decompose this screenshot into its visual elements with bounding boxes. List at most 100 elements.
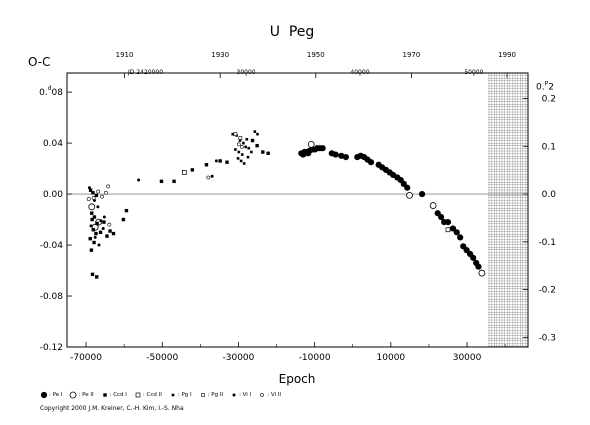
legend-label: : Pg II [207, 392, 224, 398]
plot-frame [66, 72, 529, 348]
data-point [98, 230, 103, 235]
series-pe-i [298, 145, 482, 270]
data-point [231, 132, 235, 136]
right-tick-label: -0.3 [538, 333, 556, 343]
data-point [88, 203, 96, 211]
data-point [247, 146, 251, 150]
data-point [190, 168, 195, 172]
data-point [106, 184, 111, 189]
data-point [449, 225, 457, 232]
data-point [236, 142, 241, 147]
data-point [250, 150, 253, 154]
legend-symbol [232, 393, 236, 397]
data-point [95, 221, 99, 226]
data-point [438, 213, 445, 221]
data-point [103, 190, 108, 195]
data-point [237, 150, 241, 154]
data-point [457, 234, 464, 241]
data-point [406, 191, 413, 199]
data-point [475, 263, 482, 270]
data-point [242, 141, 245, 145]
data-point [445, 227, 451, 233]
data-point [102, 215, 106, 219]
data-point [453, 229, 460, 236]
legend-symbol [171, 393, 175, 397]
data-point [478, 269, 486, 277]
data-point [89, 248, 94, 252]
data-point [233, 132, 238, 136]
legend-symbol [102, 393, 107, 397]
data-point [93, 235, 97, 239]
data-point [124, 208, 129, 213]
data-point [90, 272, 95, 277]
data-point [238, 139, 242, 142]
oc-diagram: U Peg O-C Epoch JD 2420000 -70000 -50000-… [28, 24, 557, 386]
data-point [210, 174, 214, 178]
copyright-text: Copyright 2000 J.M. Kreiner, C.-H. Kim, … [40, 405, 184, 412]
x-tick-label: 30000 [453, 353, 482, 363]
x-tick-label: -50000 [146, 353, 178, 363]
right-tick-label: -0.1 [538, 238, 556, 248]
legend-item: : Vi I [230, 391, 251, 399]
data-point [245, 137, 249, 141]
x-tick-label: -30000 [223, 353, 255, 363]
legend-label: : Ccd I [109, 392, 127, 398]
data-point [300, 151, 307, 158]
data-point [159, 179, 164, 184]
legend-item: : Pe I [40, 391, 62, 399]
data-point [102, 220, 106, 224]
x-tick-label: 10000 [377, 353, 406, 363]
top-year-label: 1990 [498, 51, 516, 59]
x-tick-label: -70000 [70, 353, 102, 363]
data-point [244, 145, 247, 149]
data-point [94, 193, 99, 198]
top-year-label: 1910 [116, 51, 134, 59]
data-point [96, 205, 100, 209]
legend-symbol [260, 393, 265, 397]
legend-marker [171, 393, 175, 397]
data-point [242, 162, 246, 165]
data-point [238, 136, 243, 140]
legend-symbol [70, 391, 77, 399]
data-point [307, 140, 315, 148]
legend-marker [260, 393, 265, 397]
data-point [239, 159, 243, 163]
legend-marker [200, 393, 205, 397]
data-point [121, 217, 126, 222]
y-tick-label: -0.08 [40, 292, 64, 302]
data-point [105, 234, 109, 238]
legend-label: : Ccd II [142, 392, 162, 398]
data-point [94, 231, 98, 236]
data-point [100, 194, 104, 199]
data-point [96, 189, 101, 194]
series-ccd-ii [181, 170, 451, 233]
data-point [404, 184, 411, 191]
top-jd-label: 30000 [237, 69, 256, 76]
series-ccd-i [88, 138, 270, 279]
data-point [90, 217, 94, 222]
y-tick-label: 0.04 [43, 139, 63, 149]
data-point [97, 243, 101, 247]
legend-symbol [135, 392, 141, 398]
legend-marker [135, 392, 141, 398]
data-point [255, 143, 259, 148]
right-scale-top-label: 0.P2 [536, 81, 554, 93]
chart-title: U Peg [270, 24, 315, 40]
data-point [429, 202, 437, 209]
legend-item: : Ccd II [134, 391, 162, 399]
data-point [218, 159, 222, 163]
y-tick-label: -0.12 [40, 343, 63, 353]
top-year-label: 1930 [211, 51, 229, 59]
legend-item: : Vi II [258, 391, 281, 399]
data-point [236, 157, 240, 160]
legend: : Pe I: Pe II: Ccd I: Ccd II: Pg I: Pg I… [40, 390, 380, 400]
right-tick-label: 0.1 [542, 142, 556, 152]
legend-label: : Pg I [177, 392, 192, 398]
data-point [137, 178, 141, 182]
right-tick-label: 0.0 [542, 190, 557, 200]
data-point [239, 145, 244, 149]
data-point [253, 130, 257, 133]
top-year-label: 1970 [403, 51, 421, 59]
series-vi-i [87, 159, 218, 247]
x-axis-label: Epoch [279, 372, 316, 386]
